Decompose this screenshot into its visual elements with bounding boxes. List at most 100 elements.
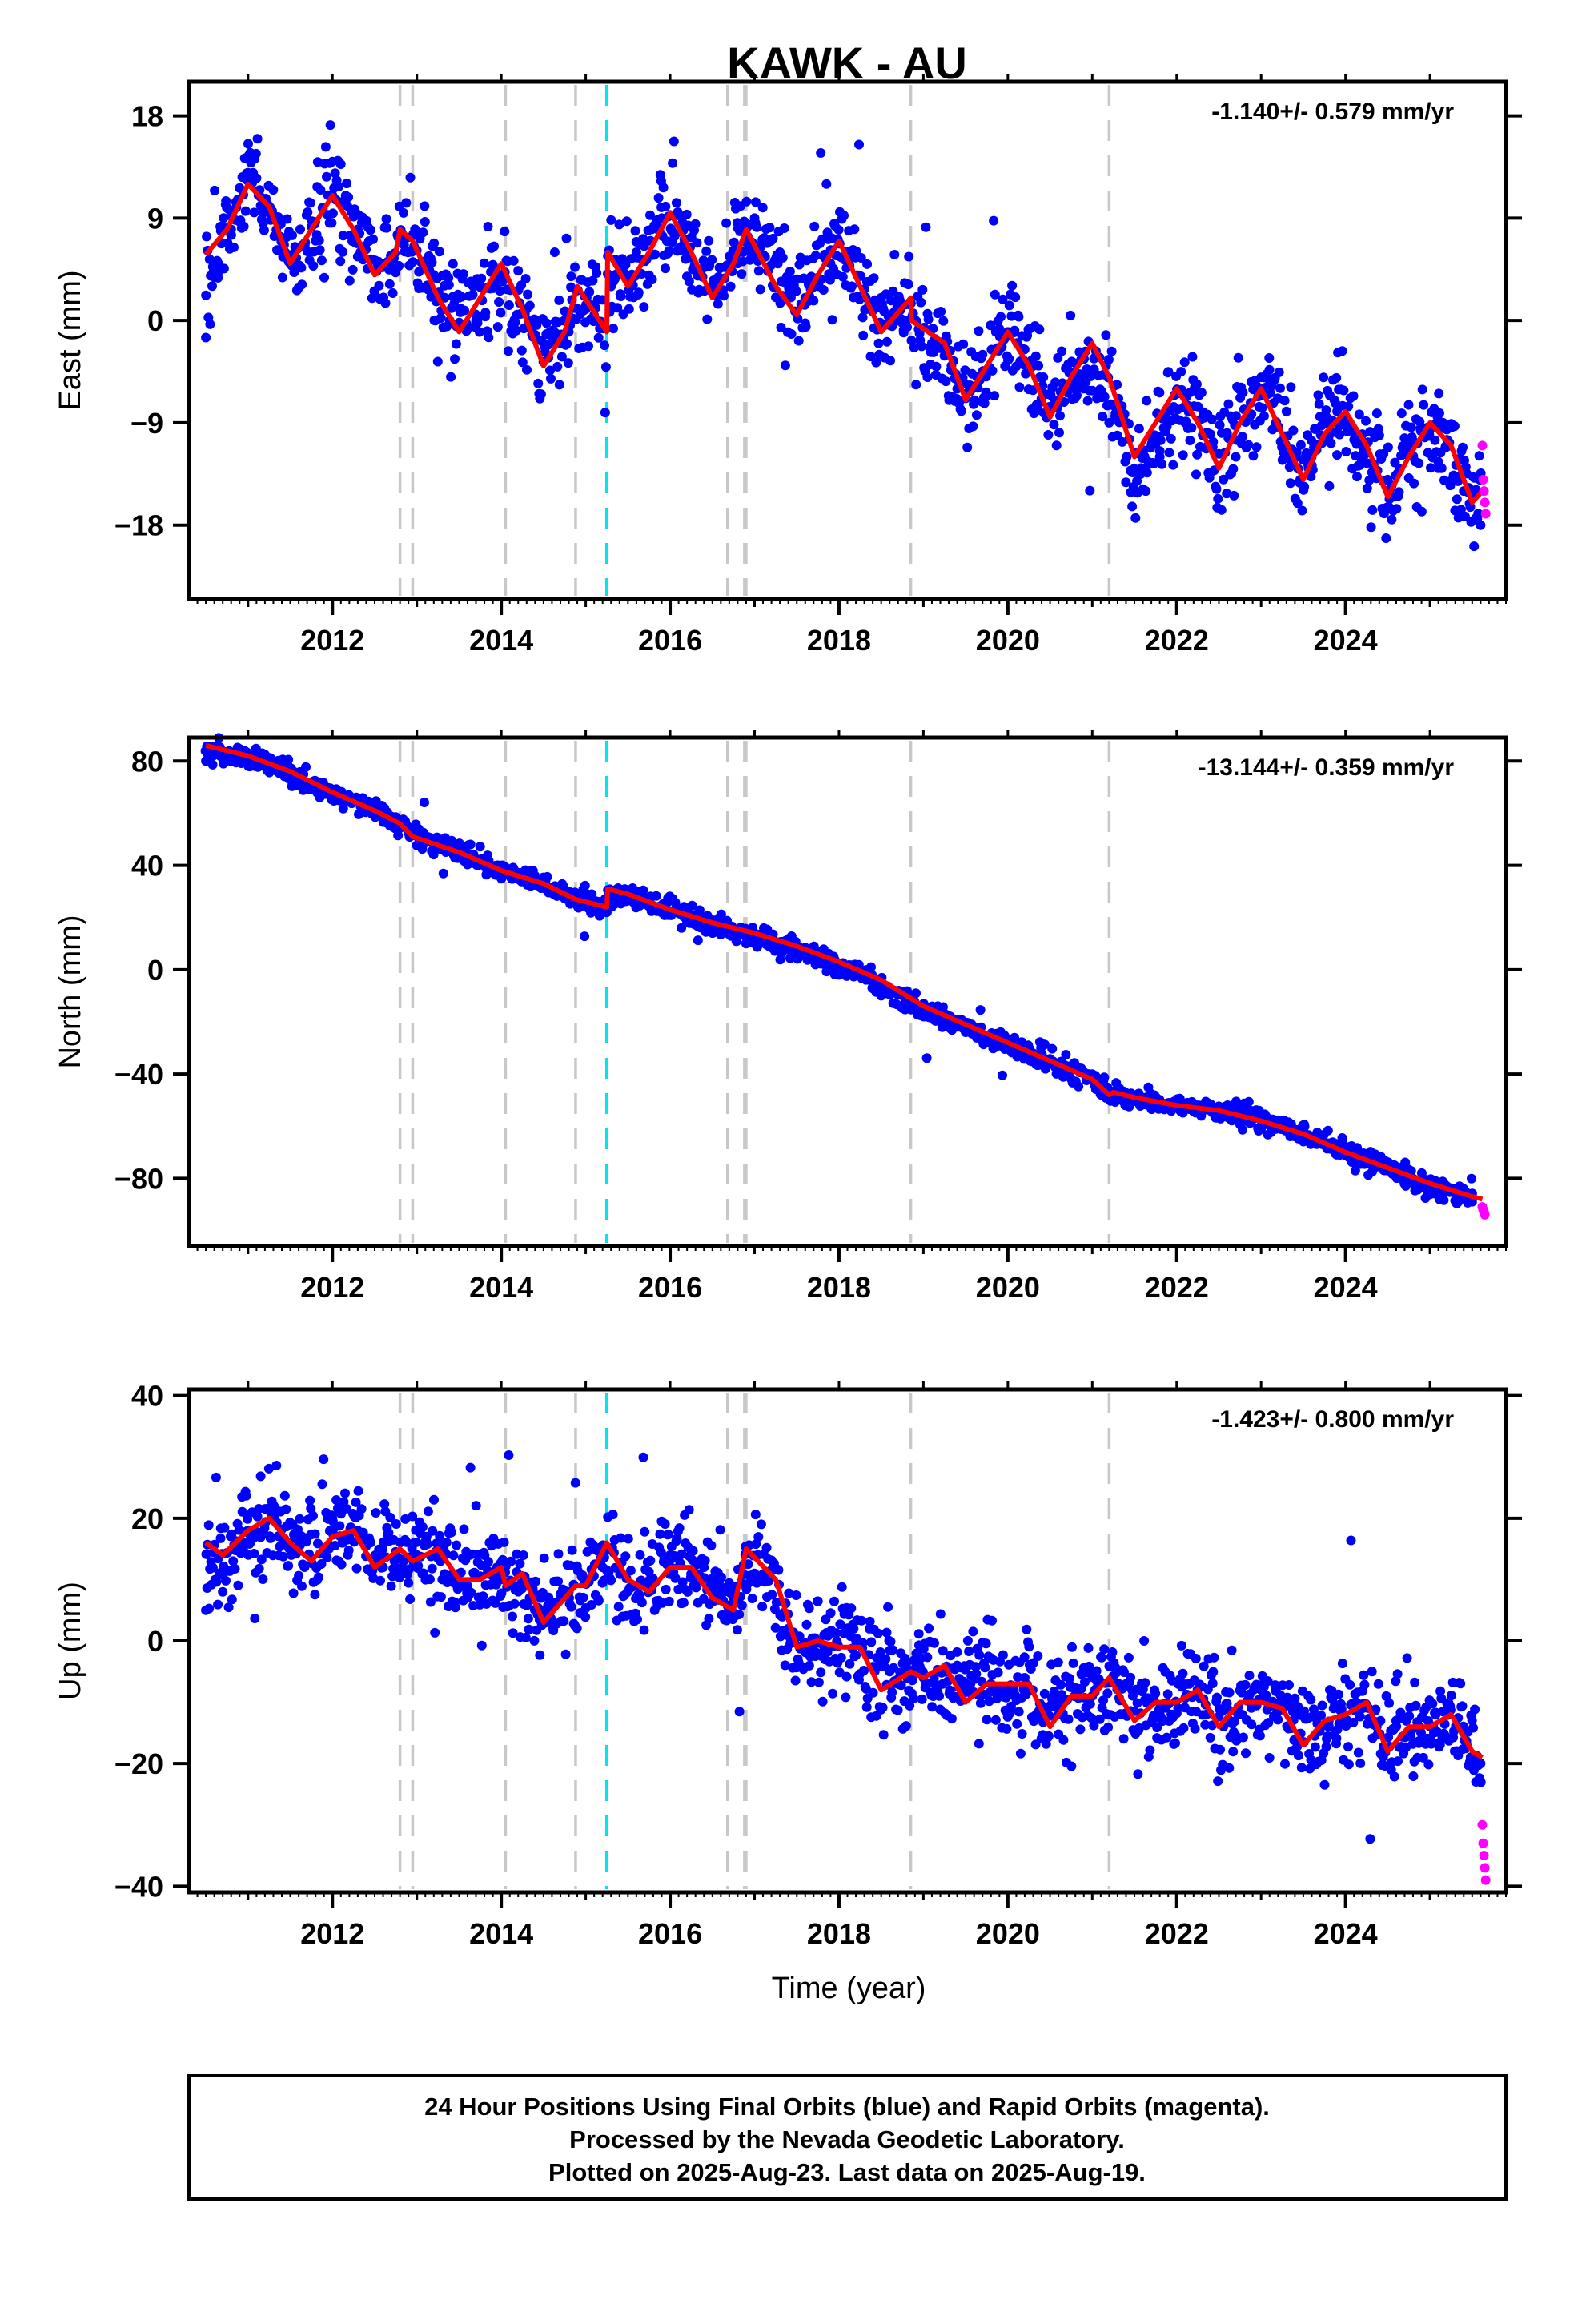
data-point	[975, 1698, 986, 1708]
data-point	[623, 1534, 633, 1544]
data-point	[338, 803, 348, 814]
data-point	[1139, 1636, 1150, 1646]
data-point	[828, 1688, 838, 1699]
data-point	[761, 1542, 772, 1553]
data-point	[922, 1652, 933, 1663]
data-point	[671, 198, 681, 208]
data-point	[447, 835, 457, 846]
data-point	[616, 292, 626, 301]
data-point	[620, 1551, 631, 1562]
data-point	[621, 216, 632, 227]
data-point	[418, 227, 428, 238]
data-point	[405, 1594, 416, 1604]
data-point	[974, 326, 984, 336]
data-point	[1215, 1744, 1225, 1755]
data-point	[1238, 1732, 1248, 1743]
data-point	[1002, 1723, 1012, 1734]
data-point	[317, 1479, 327, 1490]
data-point	[1142, 468, 1152, 478]
final-orbit-point	[1231, 452, 1241, 462]
data-point	[578, 1592, 588, 1602]
data-point	[841, 1692, 851, 1703]
data-point	[1409, 478, 1419, 489]
final-orbit-point	[201, 332, 211, 343]
data-point	[1129, 464, 1139, 474]
data-point	[484, 1557, 493, 1567]
data-point	[435, 1530, 445, 1541]
data-point	[716, 909, 726, 919]
data-point	[221, 1575, 231, 1586]
data-point	[1112, 430, 1122, 440]
data-point	[1331, 1733, 1342, 1743]
data-point	[785, 267, 795, 276]
data-point	[998, 1650, 1008, 1660]
data-point	[499, 1537, 509, 1547]
rapid-orbit-point	[1480, 497, 1490, 508]
data-point	[1004, 300, 1014, 311]
data-point	[663, 1530, 673, 1540]
rapid-orbit-point	[1480, 509, 1491, 519]
data-point	[877, 1703, 888, 1713]
data-point	[1396, 408, 1407, 419]
data-point	[1361, 416, 1371, 426]
data-point	[1134, 424, 1144, 434]
data-point	[1469, 541, 1480, 552]
data-point	[563, 358, 573, 368]
data-point	[1022, 1624, 1032, 1634]
data-point	[1259, 411, 1269, 421]
data-point	[1101, 330, 1111, 340]
data-point	[1337, 1659, 1347, 1669]
data-point	[971, 410, 982, 420]
data-point	[282, 214, 292, 224]
data-point	[305, 198, 315, 208]
final-orbit-point	[1104, 417, 1114, 428]
data-point	[325, 120, 335, 131]
data-point	[450, 354, 460, 364]
data-point	[677, 923, 687, 933]
data-point	[560, 1649, 571, 1659]
data-point	[1190, 1723, 1200, 1734]
data-point	[303, 207, 313, 217]
data-point	[495, 286, 505, 296]
data-point	[801, 1619, 812, 1630]
data-point	[387, 1571, 398, 1582]
data-point	[535, 1650, 545, 1660]
data-point	[500, 227, 510, 237]
data-point	[952, 1647, 962, 1657]
data-point	[793, 336, 804, 346]
data-point	[272, 245, 282, 255]
data-point	[1163, 367, 1174, 377]
data-point	[474, 327, 484, 337]
data-point	[981, 1638, 991, 1649]
data-point	[420, 798, 429, 807]
data-point	[420, 217, 430, 227]
final-orbit-point	[1332, 406, 1343, 416]
data-point	[444, 279, 454, 290]
data-point	[475, 842, 485, 852]
data-point	[251, 148, 261, 159]
data-point	[250, 1614, 260, 1623]
data-point	[515, 1558, 525, 1569]
data-point	[935, 1609, 946, 1619]
data-point	[476, 273, 487, 283]
data-point	[429, 1494, 439, 1505]
data-point	[506, 1556, 516, 1566]
data-point	[1319, 372, 1329, 383]
data-point	[1179, 357, 1190, 368]
data-point	[707, 255, 717, 265]
data-point	[1178, 1668, 1188, 1679]
final-orbit-point	[876, 991, 886, 1001]
data-point	[1130, 513, 1141, 523]
data-point	[1365, 1834, 1375, 1844]
data-point	[343, 192, 354, 203]
data-point	[1313, 390, 1323, 400]
data-point	[287, 230, 297, 240]
data-point	[1012, 1719, 1022, 1729]
data-point	[1038, 372, 1049, 382]
data-point	[1024, 1642, 1034, 1652]
data-point	[1067, 1642, 1077, 1652]
data-point	[752, 222, 762, 232]
data-point	[427, 1563, 437, 1574]
data-point	[219, 1522, 230, 1533]
data-point	[277, 272, 287, 283]
